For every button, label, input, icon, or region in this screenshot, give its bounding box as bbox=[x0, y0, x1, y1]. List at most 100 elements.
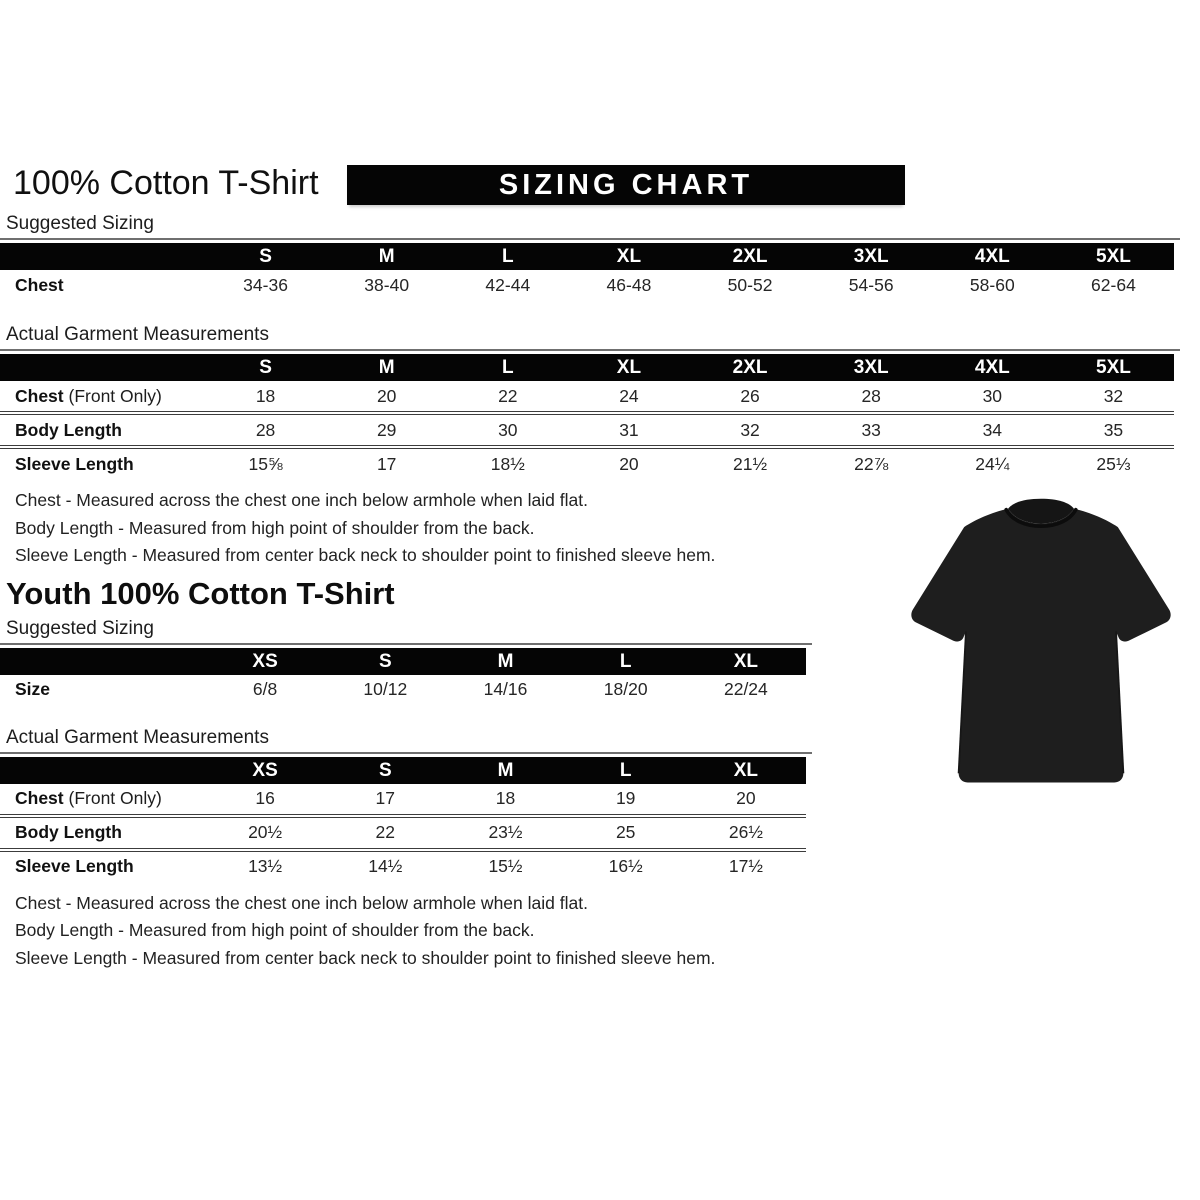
table-cell: 22⅞ bbox=[854, 453, 889, 474]
table-cell: 22/24 bbox=[723, 679, 768, 699]
table-cell: 17 bbox=[376, 453, 397, 474]
table-cell: 34 bbox=[982, 419, 1003, 440]
table-cell: 13½ bbox=[248, 856, 283, 876]
adult-suggested-header-row: S M L XL 2XL 3XL 4XL 5XL bbox=[0, 243, 1174, 270]
table-row: Size 6/8 10/12 14/16 18/20 22/24 bbox=[0, 675, 806, 705]
table-cell: 18 bbox=[495, 788, 516, 808]
column-header: M bbox=[497, 650, 514, 672]
table-cell: 22 bbox=[375, 822, 396, 842]
table-cell: 21½ bbox=[733, 453, 768, 474]
table-row: Chest 34-36 38-40 42-44 46-48 50-52 54-5… bbox=[0, 270, 1174, 300]
table-cell: 15⅝ bbox=[248, 453, 283, 474]
note-sleeve-length: Sleeve Length - Measured from center bac… bbox=[15, 545, 716, 565]
table-cell: 46-48 bbox=[606, 274, 652, 295]
column-header: M bbox=[497, 759, 514, 781]
adult-suggested-body: Chest 34-36 38-40 42-44 46-48 50-52 54-5… bbox=[0, 270, 1200, 300]
table-cell: 34-36 bbox=[243, 274, 288, 295]
table-cell: 62-64 bbox=[1091, 274, 1136, 295]
youth-suggested-header-row: XS S M L XL bbox=[0, 647, 806, 675]
table-row: Body Length 20½ 22 23½ 25 26½ bbox=[0, 813, 806, 848]
table-cell: 6/8 bbox=[252, 679, 278, 699]
column-header: M bbox=[378, 246, 395, 267]
table-cell: 20 bbox=[619, 453, 639, 474]
column-header: XS bbox=[252, 650, 278, 672]
table-row: Sleeve Length 15⅝ 17 18½ 20 21½ 22⅞ 24¼ … bbox=[0, 445, 1174, 479]
column-header: XL bbox=[733, 759, 759, 781]
table-cell: 20 bbox=[376, 385, 397, 406]
table-cell: 23½ bbox=[488, 822, 523, 842]
column-header: S bbox=[259, 357, 272, 378]
row-label: Chest (Front Only) bbox=[15, 385, 162, 406]
table-cell: 33 bbox=[861, 419, 881, 440]
table-cell: 24 bbox=[619, 385, 639, 406]
table-cell: 50-52 bbox=[727, 274, 773, 295]
table-cell: 58-60 bbox=[969, 274, 1015, 295]
column-header: 5XL bbox=[1096, 357, 1131, 378]
table-cell: 42-44 bbox=[485, 274, 531, 295]
table-cell: 29 bbox=[376, 419, 397, 440]
column-header: XL bbox=[733, 650, 759, 672]
column-header: 5XL bbox=[1096, 246, 1131, 267]
table-cell: 30 bbox=[982, 385, 1003, 406]
column-header: S bbox=[259, 246, 272, 267]
row-label: Chest bbox=[15, 274, 64, 295]
adult-actual-label: Actual Garment Measurements bbox=[0, 324, 1180, 351]
column-header: 2XL bbox=[732, 246, 768, 267]
table-cell: 17 bbox=[375, 788, 396, 808]
note-chest: Chest - Measured across the chest one in… bbox=[15, 490, 588, 510]
youth-title: Youth 100% Cotton T-Shirt bbox=[6, 575, 395, 611]
table-cell: 26 bbox=[740, 385, 760, 406]
table-cell: 31 bbox=[619, 419, 639, 440]
table-cell: 54-56 bbox=[848, 274, 894, 295]
note-sleeve-length: Sleeve Length - Measured from center bac… bbox=[15, 947, 716, 968]
column-header: 4XL bbox=[974, 246, 1010, 267]
table-cell: 20 bbox=[736, 788, 756, 808]
row-label: Body Length bbox=[15, 822, 122, 842]
table-cell: 32 bbox=[740, 419, 760, 440]
sizing-chart-banner: SIZING CHART bbox=[347, 165, 905, 205]
table-cell: 24¼ bbox=[975, 453, 1010, 474]
column-header: 3XL bbox=[853, 246, 889, 267]
column-header: 4XL bbox=[974, 357, 1010, 378]
adult-actual-header-row: S M L XL 2XL 3XL 4XL 5XL bbox=[0, 354, 1174, 381]
column-header: L bbox=[502, 246, 514, 267]
table-cell: 16½ bbox=[608, 856, 643, 876]
column-header: S bbox=[378, 650, 392, 672]
row-label: Body Length bbox=[15, 419, 122, 440]
column-header: L bbox=[619, 650, 632, 672]
row-label: Size bbox=[15, 679, 51, 699]
table-row: Chest (Front Only) 18 20 22 24 26 28 30 … bbox=[0, 381, 1174, 411]
sizing-chart-content: 100% Cotton T-Shirt SIZING CHART Suggest… bbox=[0, 162, 1200, 972]
table-cell: 10/12 bbox=[363, 679, 408, 699]
title-row: 100% Cotton T-Shirt SIZING CHART bbox=[0, 162, 1200, 205]
note-body-length: Body Length - Measured from high point o… bbox=[15, 517, 535, 538]
youth-actual-body: Chest (Front Only) 16 17 18 19 20 Body L… bbox=[0, 784, 1200, 882]
column-header: XS bbox=[252, 759, 278, 781]
table-cell: 30 bbox=[498, 419, 518, 440]
table-cell: 25⅓ bbox=[1096, 453, 1131, 474]
adult-suggested-label: Suggested Sizing bbox=[0, 213, 1180, 240]
row-label: Sleeve Length bbox=[15, 453, 134, 474]
table-cell: 16 bbox=[255, 788, 275, 808]
table-row: Sleeve Length 13½ 14½ 15½ 16½ 17½ bbox=[0, 847, 806, 882]
table-row: Body Length 28 29 30 31 32 33 34 35 bbox=[0, 411, 1174, 445]
youth-suggested-body: Size 6/8 10/12 14/16 18/20 22/24 bbox=[0, 675, 1200, 705]
tshirt-image bbox=[911, 498, 1171, 783]
column-header: 3XL bbox=[853, 357, 889, 378]
adult-measurement-notes: Chest - Measured across the chest one in… bbox=[0, 487, 1200, 570]
table-cell: 18½ bbox=[490, 453, 525, 474]
note-body-length: Body Length - Measured from high point o… bbox=[15, 920, 535, 940]
table-cell: 14/16 bbox=[483, 679, 528, 699]
table-cell: 25 bbox=[615, 822, 636, 842]
table-cell: 22 bbox=[498, 385, 518, 406]
table-cell: 15½ bbox=[488, 856, 523, 876]
table-cell: 35 bbox=[1103, 419, 1124, 440]
table-cell: 17½ bbox=[728, 856, 763, 876]
table-cell: 19 bbox=[615, 788, 636, 808]
table-cell: 32 bbox=[1103, 385, 1124, 406]
row-label: Chest (Front Only) bbox=[15, 788, 162, 808]
adult-actual-body: Chest (Front Only) 18 20 22 24 26 28 30 … bbox=[0, 381, 1200, 479]
column-header: L bbox=[619, 759, 632, 781]
column-header: S bbox=[378, 759, 392, 781]
